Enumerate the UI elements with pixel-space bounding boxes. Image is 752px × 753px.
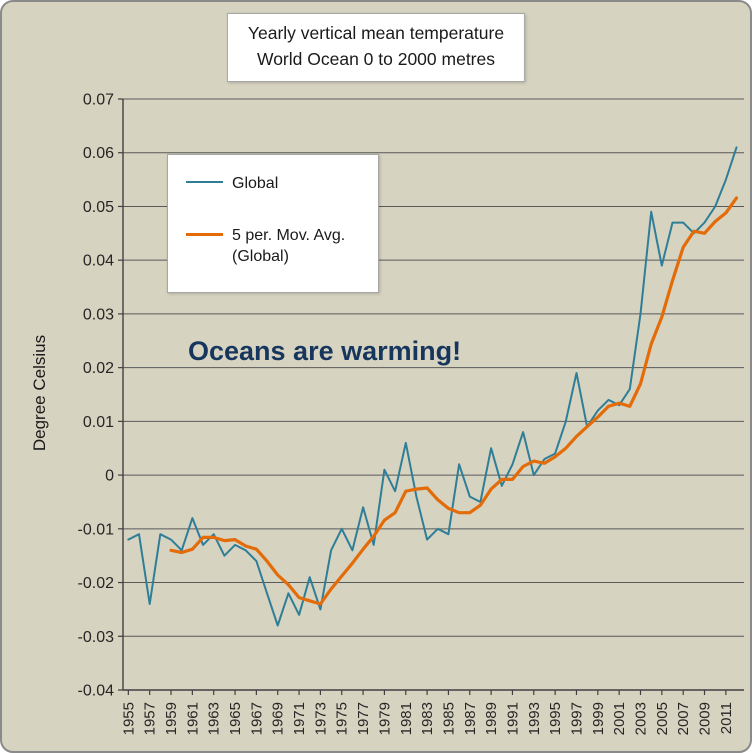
series-line-moving-average: [169, 196, 739, 606]
legend: Global 5 per. Mov. Avg. (Global): [167, 154, 379, 293]
x-tick-label: 1999: [590, 702, 607, 735]
x-tick-label: 1987: [462, 702, 479, 735]
x-tick-label: 1977: [355, 702, 372, 735]
x-tick-label: 1965: [227, 702, 244, 735]
x-tick-label: 2009: [697, 702, 714, 735]
x-tick-label: 1997: [568, 702, 585, 735]
y-tick-label: 0.03: [83, 306, 114, 323]
series-line-global: [127, 146, 738, 627]
y-tick-label: -0.04: [78, 683, 115, 700]
y-tick-label: 0: [105, 468, 114, 485]
y-tick-label: -0.02: [78, 575, 115, 592]
x-tick-label: 1961: [184, 702, 201, 735]
x-tick-label: 1955: [120, 702, 137, 735]
y-tick-label: 0.04: [83, 253, 114, 270]
y-tick-label: -0.03: [78, 629, 115, 646]
x-tick-label: 1973: [312, 702, 329, 735]
x-tick-label: 1967: [248, 702, 265, 735]
x-tick-label: 2003: [633, 702, 650, 735]
legend-item-global: Global: [186, 173, 364, 195]
legend-label-moving-average: 5 per. Mov. Avg. (Global): [232, 226, 346, 266]
y-tick-label: 0.01: [83, 414, 114, 431]
x-tick-label: 1985: [440, 702, 457, 735]
x-tick-label: 1963: [206, 702, 223, 735]
x-tick-label: 1971: [291, 702, 308, 735]
y-tick-label: 0.02: [83, 360, 114, 377]
x-tick-label: 2007: [675, 702, 692, 735]
chart-title-box: Yearly vertical mean temperature World O…: [226, 13, 526, 82]
y-axis-title: Degree Celsius: [30, 334, 49, 452]
legend-label-global: Global: [232, 175, 279, 192]
x-tick-label: 1995: [547, 702, 564, 735]
x-tick-label: 1975: [334, 702, 351, 735]
annotation-text: Oceans are warming!: [188, 336, 462, 366]
x-tick-label: 1991: [504, 702, 521, 735]
moving-average-line-swatch: [186, 232, 223, 236]
y-tick-label: 0.05: [83, 199, 114, 216]
x-tick-label: 1983: [419, 702, 436, 735]
chart-title-line2: World Ocean 0 to 2000 metres: [257, 49, 495, 70]
x-tick-label: 1979: [376, 702, 393, 735]
x-tick-label: 1959: [163, 702, 180, 735]
x-tick-label: 1981: [398, 702, 415, 735]
y-tick-label: -0.01: [78, 521, 115, 538]
x-tick-label: 2005: [654, 702, 671, 735]
global-line-swatch: [186, 181, 223, 183]
x-tick-label: 1957: [142, 702, 159, 735]
x-tick-label: 1989: [483, 702, 500, 735]
chart-title-line1: Yearly vertical mean temperature: [247, 23, 505, 43]
legend-item-moving-average: 5 per. Mov. Avg. (Global): [186, 225, 364, 268]
x-tick-label: 2011: [718, 702, 735, 734]
y-tick-label: 0.06: [83, 145, 114, 162]
x-tick-label: 2001: [611, 702, 628, 735]
y-tick-label: 0.07: [83, 92, 114, 109]
x-tick-label: 1993: [526, 702, 543, 735]
x-tick-label: 1969: [270, 702, 287, 735]
